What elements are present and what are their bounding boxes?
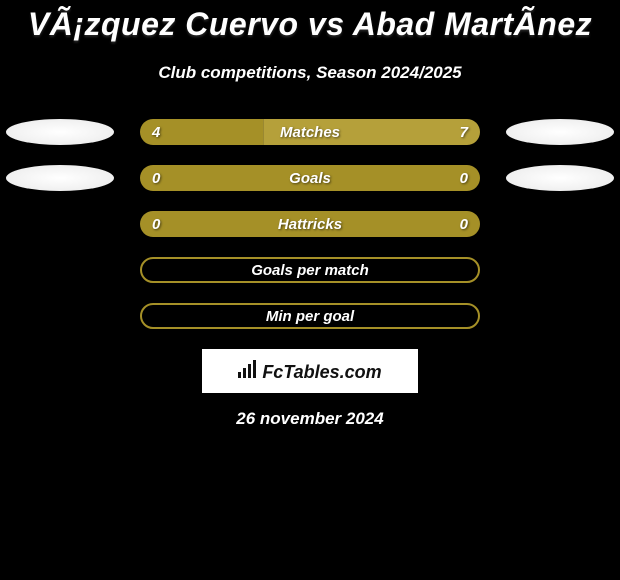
stat-row: Hattricks0 0 bbox=[0, 211, 620, 237]
stat-left-value: 0 bbox=[152, 211, 160, 237]
stat-bar: Min per goal bbox=[140, 303, 480, 329]
stat-bar: Goals0 0 bbox=[140, 165, 480, 191]
page-title: VÃ¡zquez Cuervo vs Abad MartÃ­nez bbox=[0, 0, 620, 43]
logo-bars-icon bbox=[238, 360, 256, 378]
stat-label: Min per goal bbox=[142, 305, 478, 327]
player-right-oval bbox=[506, 165, 614, 191]
player-left-oval bbox=[6, 119, 114, 145]
logo-box: FcTables.com bbox=[202, 349, 418, 393]
page-subtitle: Club competitions, Season 2024/2025 bbox=[0, 63, 620, 83]
stat-row: Goals0 0 bbox=[0, 165, 620, 191]
stat-row: Min per goal bbox=[0, 303, 620, 329]
stat-left-value: 0 bbox=[152, 165, 160, 191]
player-right-oval bbox=[506, 119, 614, 145]
date-label: 26 november 2024 bbox=[0, 409, 620, 429]
stat-row: Matches47 bbox=[0, 119, 620, 145]
stats-rows: Matches47Goals00Hattricks00Goals per mat… bbox=[0, 119, 620, 329]
stat-label: Goals bbox=[140, 165, 480, 191]
player-left-oval bbox=[6, 165, 114, 191]
stat-bar: Hattricks0 0 bbox=[140, 211, 480, 237]
stat-label: Hattricks bbox=[140, 211, 480, 237]
stat-row: Goals per match bbox=[0, 257, 620, 283]
stat-bar: Matches47 bbox=[140, 119, 480, 145]
stat-bar-left-seg bbox=[140, 119, 263, 145]
stat-bar-right-seg bbox=[263, 119, 480, 145]
stat-label: Goals per match bbox=[142, 259, 478, 281]
stat-bar: Goals per match bbox=[140, 257, 480, 283]
logo-text: FcTables.com bbox=[262, 362, 381, 383]
stat-right-value: 0 bbox=[460, 211, 468, 237]
stat-right-value: 0 bbox=[460, 165, 468, 191]
comparison-card: VÃ¡zquez Cuervo vs Abad MartÃ­nez Club c… bbox=[0, 0, 620, 429]
logo: FcTables.com bbox=[238, 360, 381, 383]
